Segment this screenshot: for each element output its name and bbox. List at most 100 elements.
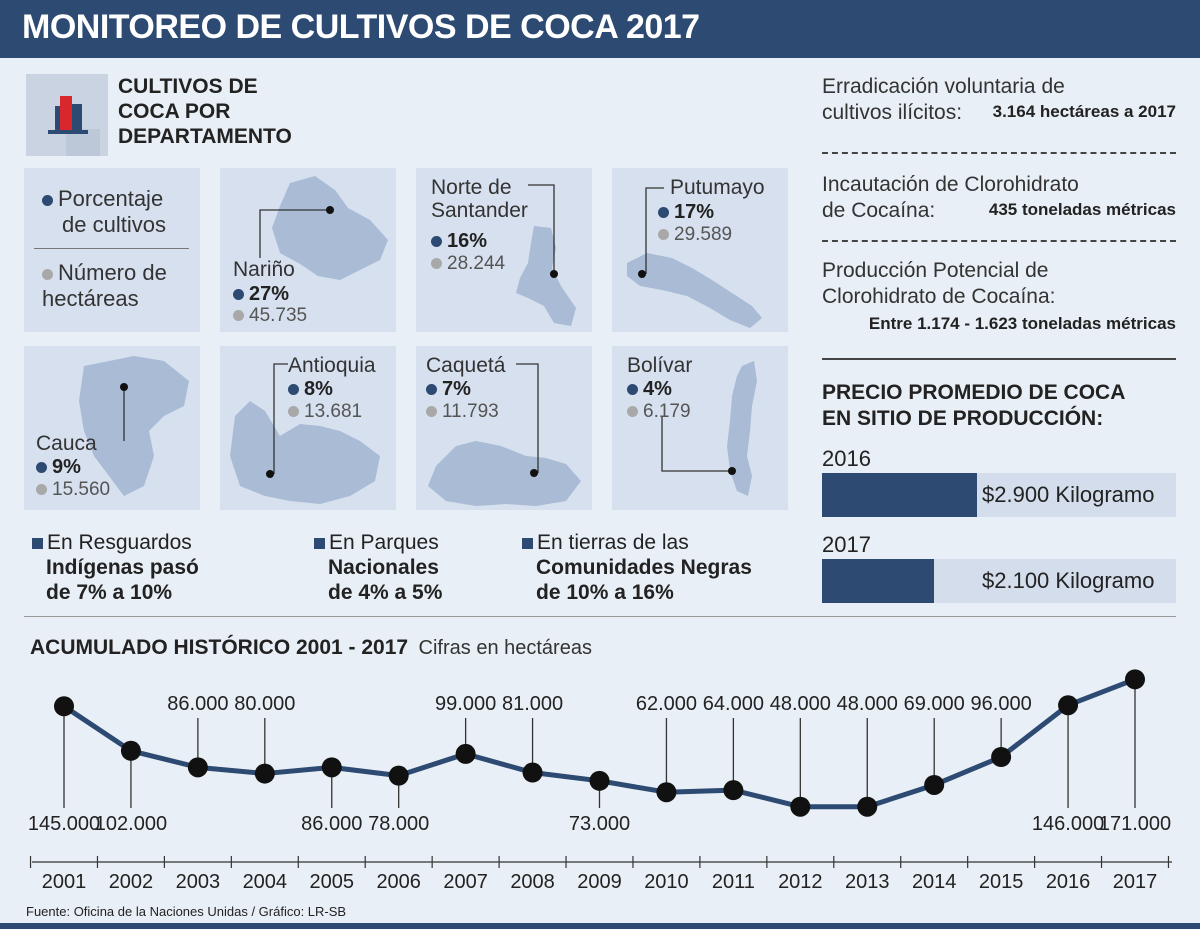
department-card-norte-de-santander: Norte de Santander 16% 28.244 bbox=[416, 168, 592, 332]
hectares-dot-icon bbox=[627, 406, 638, 418]
data-point bbox=[723, 780, 744, 801]
data-point bbox=[656, 782, 677, 803]
note-line2: Indígenas pasó bbox=[46, 556, 199, 579]
note-line3: de 7% a 10% bbox=[46, 581, 173, 604]
legend-percent-line1: Porcentaje bbox=[58, 186, 164, 211]
x-tick-label: 2015 bbox=[979, 871, 1024, 893]
chart-subtitle: Cifras en hectáreas bbox=[418, 637, 592, 659]
department-hectares: 6.179 bbox=[643, 401, 691, 422]
hectares-dot-icon bbox=[36, 484, 47, 496]
department-card-cauca: Cauca 9% 15.560 bbox=[24, 346, 200, 510]
percent-dot-icon bbox=[431, 236, 442, 248]
department-card-putumayo: Putumayo 17% 29.589 bbox=[612, 168, 788, 332]
data-point bbox=[455, 743, 476, 764]
stat-value: Entre 1.174 - 1.623 toneladas métricas bbox=[868, 314, 1176, 333]
footer-source: Fuente: Oficina de la Naciones Unidas / … bbox=[26, 904, 347, 919]
x-tick-label: 2001 bbox=[42, 871, 87, 893]
antioquia-map bbox=[230, 363, 380, 504]
data-point bbox=[120, 740, 141, 761]
header-bar: MONITOREO DE CULTIVOS DE COCA 2017 bbox=[0, 0, 1200, 58]
price-year: 2016 bbox=[822, 446, 871, 471]
x-tick-label: 2014 bbox=[912, 871, 957, 893]
caqueta-map bbox=[428, 363, 581, 506]
stat-label-line2: de Cocaína: bbox=[822, 199, 936, 222]
departments-title-line: COCA POR bbox=[118, 100, 231, 123]
bolivar-map bbox=[661, 361, 757, 496]
x-tick-label: 2007 bbox=[443, 871, 488, 893]
price-label: $2.900 Kilogramo bbox=[982, 482, 1155, 507]
hectares-dot-icon bbox=[42, 268, 53, 280]
bullet-square-icon bbox=[32, 537, 43, 549]
chart-title: ACUMULADO HISTÓRICO 2001 - 2017 bbox=[30, 636, 409, 659]
department-hectares: 29.589 bbox=[674, 224, 733, 245]
hectares-dot-icon bbox=[658, 229, 669, 241]
data-label: 73.000 bbox=[569, 813, 630, 835]
x-tick-label: 2009 bbox=[577, 871, 622, 893]
department-card-narino: Nariño 27% 45.735 bbox=[220, 168, 396, 332]
department-card-bolivar: Bolívar 4% 6.179 bbox=[612, 346, 788, 510]
stat-divider-solid bbox=[822, 358, 1176, 360]
department-name: Putumayo bbox=[670, 176, 765, 199]
hectares-dot-icon bbox=[288, 406, 299, 418]
data-point bbox=[991, 747, 1012, 767]
legend-divider bbox=[34, 248, 189, 249]
stat-produccion: Producción Potencial de Clorohidrato de … bbox=[822, 258, 1178, 334]
data-label: 145.000 bbox=[28, 813, 100, 835]
data-label: 64.000 bbox=[703, 693, 764, 715]
x-tick-label: 2010 bbox=[644, 871, 689, 893]
department-card-antioquia: Antioquia 8% 13.681 bbox=[220, 346, 396, 510]
data-point bbox=[1058, 695, 1079, 716]
data-label: 102.000 bbox=[95, 813, 167, 835]
x-tick-label: 2008 bbox=[510, 871, 555, 893]
percent-dot-icon bbox=[627, 384, 638, 396]
note-line2: Comunidades Negras bbox=[536, 556, 752, 579]
data-point bbox=[790, 796, 811, 817]
x-tick-label: 2012 bbox=[778, 871, 823, 893]
x-tick-label: 2005 bbox=[310, 871, 355, 893]
price-title-line2: EN SITIO DE PRODUCCIÓN: bbox=[822, 407, 1104, 430]
department-name-line2: Santander bbox=[431, 199, 528, 222]
department-percent: 8% bbox=[304, 378, 333, 400]
data-point bbox=[857, 796, 878, 817]
data-label: 48.000 bbox=[770, 693, 831, 715]
department-name: Antioquia bbox=[288, 354, 376, 377]
department-name: Caquetá bbox=[426, 354, 506, 377]
stat-incautacion: Incautación de Clorohidrato de Cocaína: … bbox=[822, 172, 1178, 224]
stat-divider bbox=[822, 240, 1176, 242]
x-tick-label: 2003 bbox=[176, 871, 221, 893]
hectares-dot-icon bbox=[431, 258, 442, 270]
legend-panel: Porcentaje de cultivos Número de hectáre… bbox=[24, 168, 200, 332]
data-label: 171.000 bbox=[1099, 813, 1171, 835]
note-line3: de 4% a 5% bbox=[328, 581, 443, 604]
data-point bbox=[388, 765, 409, 786]
hectares-dot-icon bbox=[426, 406, 437, 418]
stat-label-line1: Producción Potencial de bbox=[822, 259, 1049, 282]
data-point bbox=[522, 762, 543, 783]
data-point bbox=[1125, 669, 1145, 690]
x-tick-label: 2002 bbox=[109, 871, 154, 893]
stat-value: 435 toneladas métricas bbox=[988, 200, 1176, 219]
data-point bbox=[321, 757, 342, 778]
stat-label-line2: cultivos ilícitos: bbox=[822, 101, 963, 124]
stat-label-line1: Erradicación voluntaria de bbox=[822, 75, 1065, 98]
data-label: 80.000 bbox=[234, 693, 295, 715]
percent-dot-icon bbox=[36, 462, 47, 474]
price-year: 2017 bbox=[822, 532, 871, 557]
note-line2: Nacionales bbox=[328, 556, 439, 579]
department-percent: 9% bbox=[52, 456, 81, 478]
percent-dot-icon bbox=[426, 384, 437, 396]
data-label: 86.000 bbox=[167, 693, 228, 715]
data-point bbox=[924, 774, 945, 795]
data-label: 69.000 bbox=[904, 693, 965, 715]
department-hectares: 13.681 bbox=[304, 401, 363, 422]
department-name: Nariño bbox=[233, 258, 295, 281]
note-line1: En Resguardos bbox=[47, 531, 192, 554]
section-divider bbox=[24, 616, 1176, 617]
percent-dot-icon bbox=[233, 289, 244, 301]
legend-percent-line2: de cultivos bbox=[62, 212, 166, 237]
legend-hectares: Número de hectáreas bbox=[42, 260, 167, 312]
bar-chart-icon bbox=[26, 74, 108, 156]
department-percent: 16% bbox=[447, 230, 488, 252]
hectares-dot-icon bbox=[233, 310, 244, 322]
data-label: 62.000 bbox=[636, 693, 697, 715]
